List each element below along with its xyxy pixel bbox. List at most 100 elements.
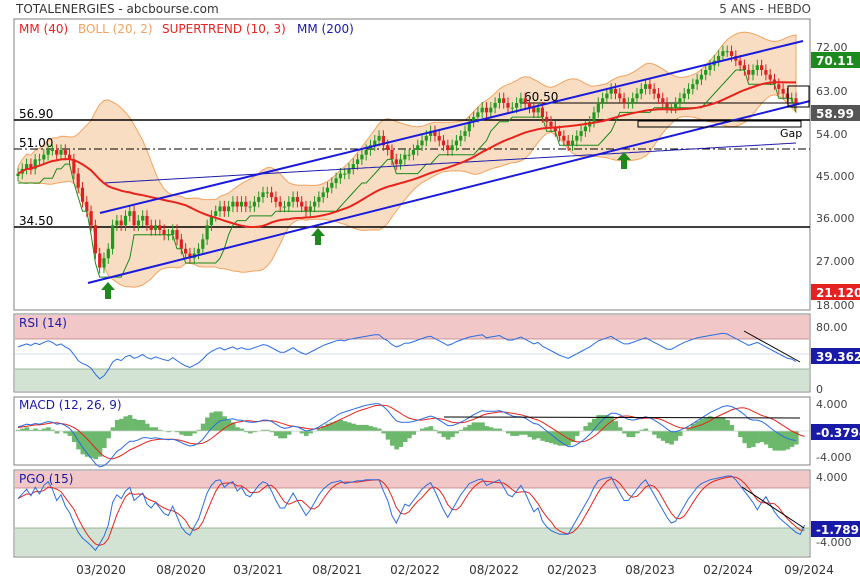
macd-histogram-bar <box>411 431 416 435</box>
macd-histogram-bar <box>390 431 395 446</box>
pgo-signal-line <box>17 476 805 546</box>
macd-histogram-bar <box>97 431 103 457</box>
macd-histogram-bar <box>450 431 455 438</box>
macd-histogram-bar <box>248 431 253 434</box>
macd-histogram-bar <box>510 431 515 436</box>
macd-histogram-bar <box>742 431 747 444</box>
macd-histogram-bar <box>708 416 713 431</box>
macd-histogram-bar <box>192 431 197 434</box>
macd-histogram-bar <box>789 431 795 447</box>
gap-box: Gap <box>637 85 810 140</box>
candle-body <box>579 131 583 136</box>
candle-body <box>274 197 278 202</box>
level-label-60-50: 60.50 <box>524 90 558 104</box>
candle-body <box>605 93 609 99</box>
macd-last: -0.3794 <box>816 426 860 440</box>
macd-histogram-bar <box>102 431 107 449</box>
macd-histogram-bar <box>299 431 305 434</box>
badge-high-bg <box>811 52 860 68</box>
candle-body <box>201 239 205 249</box>
macd-histogram-bar <box>751 431 756 447</box>
candle-body <box>635 93 639 99</box>
badge-low-bg <box>811 284 860 300</box>
macd-histogram-bar <box>114 420 120 431</box>
candle-body <box>755 65 759 70</box>
macd-histogram-bar <box>67 431 73 436</box>
macd-histogram-bar <box>794 431 799 445</box>
macd-histogram-bar <box>235 427 240 431</box>
candle-body <box>639 88 643 94</box>
candle-body <box>506 103 510 108</box>
candle-body <box>175 230 179 240</box>
candle-body <box>476 112 480 118</box>
rsi-oversold-band <box>15 369 809 391</box>
price-panel: 56.90 51.00 34.50 60.50 Gap 72.00 63.00 … <box>13 18 860 312</box>
pgo-lower-band <box>15 528 809 556</box>
candle-body <box>760 65 764 70</box>
macd-histogram-bar <box>445 431 451 440</box>
candle-body <box>601 98 605 103</box>
rsi-line <box>17 332 797 380</box>
candle-body <box>29 164 33 169</box>
macd-histogram-bar <box>166 431 171 433</box>
macd-histogram-bar <box>781 431 786 451</box>
macd-histogram-bar <box>540 431 545 441</box>
candle-body <box>171 230 175 235</box>
candle-body <box>63 150 67 155</box>
macd-tick-neg: -4.000 <box>816 451 851 464</box>
macd-histogram-bar <box>570 431 576 442</box>
candle-body <box>313 201 317 207</box>
macd-histogram-bar <box>243 431 249 433</box>
candle-body <box>162 230 166 235</box>
macd-histogram-bar <box>334 421 339 431</box>
candle-body <box>72 159 76 174</box>
candle-body <box>777 84 781 89</box>
candle-body <box>725 51 729 53</box>
candle-body <box>179 239 183 249</box>
candle-body <box>738 60 742 66</box>
rsi-badge-bg <box>811 348 860 364</box>
x-label-03-2021: 03/2021 <box>233 563 283 577</box>
candle-body <box>454 140 458 146</box>
macd-histogram-bar <box>729 424 735 431</box>
macd-histogram-bar <box>372 427 378 431</box>
candle-body <box>46 150 50 155</box>
candle-body <box>106 248 110 259</box>
candle-body <box>699 74 703 80</box>
macd-histogram-bar <box>16 429 21 431</box>
pgo-line <box>17 475 806 552</box>
price-tick-36: 36.000 <box>816 212 855 225</box>
macd-histogram-bar <box>475 422 481 431</box>
candle-body <box>265 192 269 194</box>
candle-body <box>708 65 712 70</box>
candle-body <box>656 93 661 99</box>
pgo-upper-band <box>15 471 809 488</box>
price-tick-63: 63.00 <box>816 85 848 98</box>
candle-body <box>209 215 213 226</box>
macd-histogram-bar <box>84 431 90 457</box>
x-label-02-2023: 02/2023 <box>547 563 597 577</box>
rsi-overbought-band <box>15 315 809 339</box>
candle-body <box>562 135 566 141</box>
candle-body <box>420 140 424 146</box>
macd-histogram-bar <box>321 426 326 431</box>
price-tick-54: 54.00 <box>816 128 848 141</box>
candle-body <box>158 225 162 230</box>
candle-body <box>356 159 360 165</box>
price-badges: 70.11 58.99 21.120 <box>811 52 860 300</box>
level-label-56-90: 56.90 <box>19 107 53 121</box>
macd-histogram-bar <box>604 415 610 431</box>
macd-histogram-bar <box>626 431 631 438</box>
macd-histogram-bar <box>574 431 580 436</box>
macd-histogram-bar <box>738 431 743 438</box>
macd-histogram-bar <box>33 428 38 431</box>
macd-tick-pos: 4.000 <box>816 398 848 411</box>
macd-histogram-bar <box>282 431 288 439</box>
macd-histogram-bar <box>561 431 567 446</box>
candle-body <box>411 150 415 155</box>
macd-histogram-bar <box>359 424 365 431</box>
macd-histogram-bar <box>768 431 773 449</box>
legend-supertrend: SUPERTREND (10, 3) <box>162 22 286 36</box>
candle-body <box>695 79 699 85</box>
macd-histogram-bar <box>132 418 137 431</box>
